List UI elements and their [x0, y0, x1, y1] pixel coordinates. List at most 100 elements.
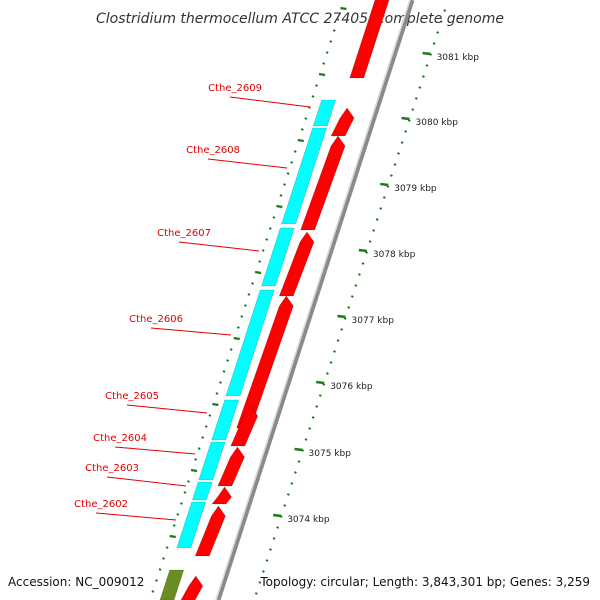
gene-leader-line [114, 446, 196, 455]
scale-major-tick [380, 182, 389, 187]
scale-tick [261, 570, 265, 573]
scale-tick [382, 196, 386, 199]
scale-tick [439, 20, 443, 23]
tick-mark [268, 227, 272, 230]
genome-backbone [215, 0, 415, 600]
scale-tick [272, 537, 276, 540]
gene-label: Cthe_2606 [129, 314, 183, 325]
tick-mark [272, 216, 276, 219]
cds-block-8 [176, 501, 207, 549]
cds-block-4 [225, 289, 275, 397]
tick-mark [215, 392, 219, 395]
tick-mark [243, 304, 247, 307]
scale-label: 3081 kbp [437, 53, 480, 63]
scale-tick [389, 174, 393, 177]
scale-ticks [151, 6, 447, 595]
gene-leader-line [126, 404, 208, 414]
tick-mark [300, 128, 304, 131]
scale-major-tick [294, 447, 303, 452]
scale-label: 3075 kbp [309, 449, 352, 459]
scale-tick [254, 592, 258, 595]
gene-label: Cthe_2608 [186, 145, 240, 156]
scale-label: 3080 kbp [416, 118, 459, 128]
tick-mark [265, 238, 269, 241]
tick-mark [336, 18, 340, 21]
gene-arrow-3 [300, 135, 346, 231]
tick-mark [190, 468, 198, 473]
scale-tick [265, 559, 269, 562]
gene-leader-line [106, 476, 187, 487]
tick-mark [151, 590, 155, 593]
scale-tick [336, 339, 340, 342]
gene-labels: Cthe_2609 Cthe_2608 Cthe_2607 Cthe_2606 Cthe… [74, 83, 311, 521]
scale-tick [368, 240, 372, 243]
scale-major-tick [401, 116, 410, 121]
tick-mark [183, 491, 187, 494]
scale-tick [418, 86, 422, 89]
scale-tick [315, 405, 319, 408]
tick-mark [322, 62, 326, 65]
cds-block-1 [312, 99, 337, 127]
tick-mark [162, 557, 166, 560]
gene-leader-line [229, 96, 311, 108]
scale-tick [325, 372, 329, 375]
gene-arrow-6 [230, 405, 259, 447]
scale-tick [283, 504, 287, 507]
gene-label: Cthe_2609 [208, 83, 262, 94]
gene-leader-line [150, 327, 232, 336]
scale-tick [436, 31, 440, 34]
scale-tick [421, 75, 425, 78]
tick-mark [194, 458, 198, 461]
cds-block-6 [198, 441, 226, 481]
scale-tick [333, 350, 336, 353]
gene-label: Cthe_2604 [93, 433, 147, 444]
scale-tick [375, 218, 379, 221]
gene-leader-line [178, 241, 260, 252]
tick-mark [187, 480, 190, 483]
scale-tick [365, 251, 368, 254]
tick-mark [276, 204, 283, 209]
tick-mark [258, 260, 262, 263]
tick-mark [279, 194, 283, 197]
tick-mark [219, 381, 222, 384]
scale-tick [425, 64, 429, 67]
scale-tick [404, 130, 408, 133]
tick-mark [329, 40, 333, 43]
scale-tick [347, 306, 351, 309]
tick-mark [222, 370, 226, 373]
gene-arrow-5 [236, 295, 294, 429]
tick-mark [318, 72, 326, 77]
tick-mark [304, 117, 308, 120]
tick-mark [208, 414, 212, 417]
scale-tick [343, 317, 347, 320]
scale-tick [311, 416, 315, 419]
accession-text: Accession: NC_009012 [8, 575, 144, 589]
scale-tick [379, 207, 383, 210]
scale-tick [304, 438, 308, 441]
tick-mark [172, 524, 176, 527]
gene-arrow-7 [217, 446, 245, 487]
scale-tick [393, 163, 397, 166]
scale-tick [269, 548, 272, 551]
cds-block-2 [281, 127, 328, 225]
scale-major-tick [337, 314, 346, 319]
tick-mark [251, 282, 254, 285]
gene-arrow-10 [180, 575, 204, 600]
tick-mark [325, 51, 329, 54]
scale-label: 3074 kbp [287, 515, 330, 525]
scale-tick [340, 328, 344, 331]
scale-tick [411, 108, 415, 111]
scale-major-tick [422, 51, 431, 56]
tick-mark [229, 348, 233, 351]
scale-major-tick [273, 513, 282, 518]
tick-mark [240, 315, 244, 318]
gene-leader-line [207, 158, 288, 169]
tick-mark [290, 161, 294, 164]
scale-label: 3078 kbp [373, 250, 416, 260]
tick-mark [315, 84, 318, 87]
tick-mark [201, 436, 205, 439]
tick-mark [212, 402, 219, 407]
scale-tick [293, 471, 297, 474]
tick-mark [179, 502, 183, 505]
